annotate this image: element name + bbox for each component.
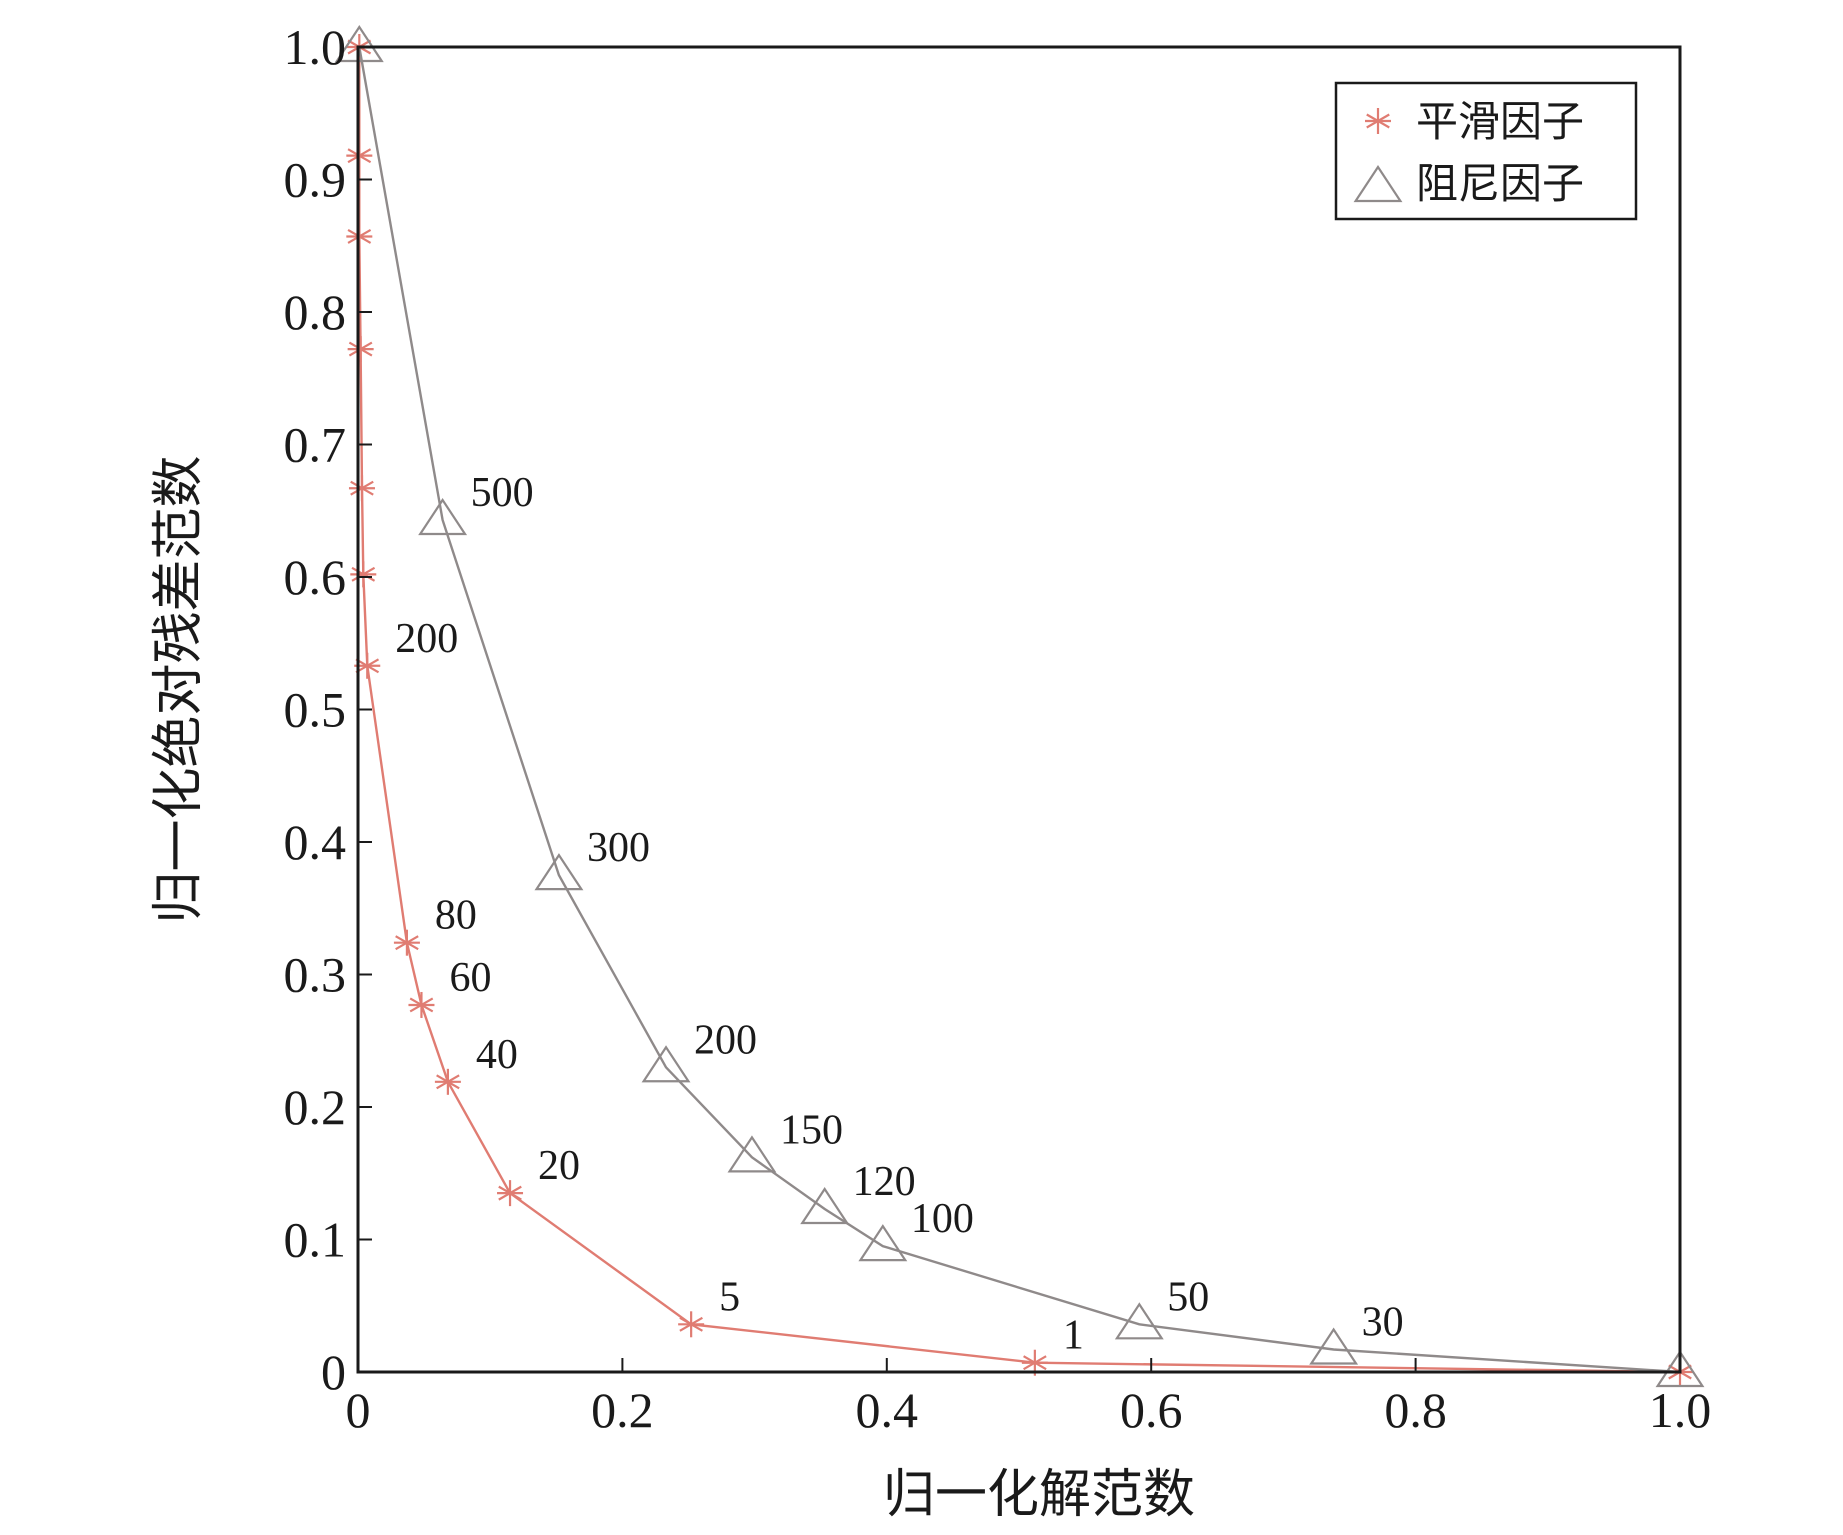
data-point-triangle (800, 1187, 850, 1225)
series-line (358, 47, 1681, 1374)
x-tick-label: 0.4 (856, 1382, 919, 1438)
data-point-asterisk (350, 561, 377, 588)
data-point-asterisk (347, 336, 374, 363)
data-label: 200 (694, 1017, 757, 1063)
axes: 0 0.2 0.4 0.6 0.8 1.0 0 0.1 0.2 0.3 0.4 0.5 0.6 0.7 0.… (149, 19, 1711, 1525)
data-label: 80 (435, 893, 477, 939)
legend-label: 阻尼因子 (1416, 159, 1584, 208)
data-point-asterisk (497, 1180, 524, 1207)
legend-box (1334, 81, 1638, 221)
x-axis-title: 归一化解范数 (883, 1465, 1195, 1525)
data-point-triangle (858, 1224, 908, 1262)
data-point-triangle (1309, 1327, 1359, 1365)
data-point-triangle (534, 853, 584, 891)
data-point-triangle (641, 1045, 691, 1083)
data-point-asterisk (678, 1311, 705, 1338)
y-axis-title: 归一化绝对残差范数 (149, 455, 209, 923)
data-label: 500 (471, 470, 534, 516)
x-tick-label: 0.8 (1384, 1382, 1447, 1438)
series-smoothing: 200 80 60 40 20 5 1 (346, 34, 1693, 1385)
legend-entry: 阻尼因子 (1353, 159, 1584, 208)
y-tick-label: 0.3 (284, 947, 347, 1003)
data-label: 5 (719, 1274, 740, 1320)
data-label: 200 (395, 616, 458, 662)
y-tick-label: 0.8 (284, 284, 347, 340)
y-tick-label: 0 (321, 1344, 346, 1400)
data-label: 150 (780, 1107, 843, 1153)
data-label: 1 (1063, 1313, 1084, 1359)
x-tick-label: 1.0 (1649, 1382, 1712, 1438)
data-label: 60 (449, 955, 491, 1001)
legend-label: 平滑因子 (1416, 97, 1584, 146)
data-label: 120 (853, 1159, 916, 1205)
y-tick-label: 0.6 (284, 549, 347, 605)
x-tick-label: 0.6 (1120, 1382, 1183, 1438)
y-tick-label: 0.4 (284, 814, 347, 870)
data-label: 20 (538, 1143, 580, 1189)
y-tick-label: 0.7 (284, 417, 347, 473)
x-tick-label: 0.2 (591, 1382, 654, 1438)
data-point-asterisk (1021, 1349, 1048, 1376)
data-label: 40 (476, 1032, 518, 1078)
data-point-asterisk (393, 929, 420, 956)
legend-asterisk-icon (1365, 108, 1391, 134)
y-tick-label: 0.5 (284, 682, 347, 738)
data-label: 300 (587, 825, 650, 871)
y-tick-label: 0.2 (284, 1079, 347, 1135)
y-tick-label: 0.1 (284, 1212, 347, 1268)
data-point-triangle (1655, 1350, 1705, 1388)
y-tick-label: 1.0 (284, 19, 347, 75)
data-label: 30 (1362, 1299, 1404, 1345)
data-point-asterisk (434, 1068, 461, 1095)
data-point-asterisk (348, 475, 375, 502)
data-label: 100 (911, 1196, 974, 1242)
y-tick-label: 0.9 (284, 152, 347, 208)
data-point-triangle (1114, 1302, 1164, 1340)
series-line (358, 46, 1681, 1374)
data-label: 50 (1167, 1274, 1209, 1320)
data-point-triangle (727, 1135, 777, 1173)
data-point-triangle (418, 498, 468, 536)
legend-triangle-icon (1353, 165, 1403, 203)
legend-entry: 平滑因子 (1365, 97, 1584, 146)
x-tick-label: 0 (346, 1382, 371, 1438)
data-point-asterisk (408, 991, 435, 1018)
